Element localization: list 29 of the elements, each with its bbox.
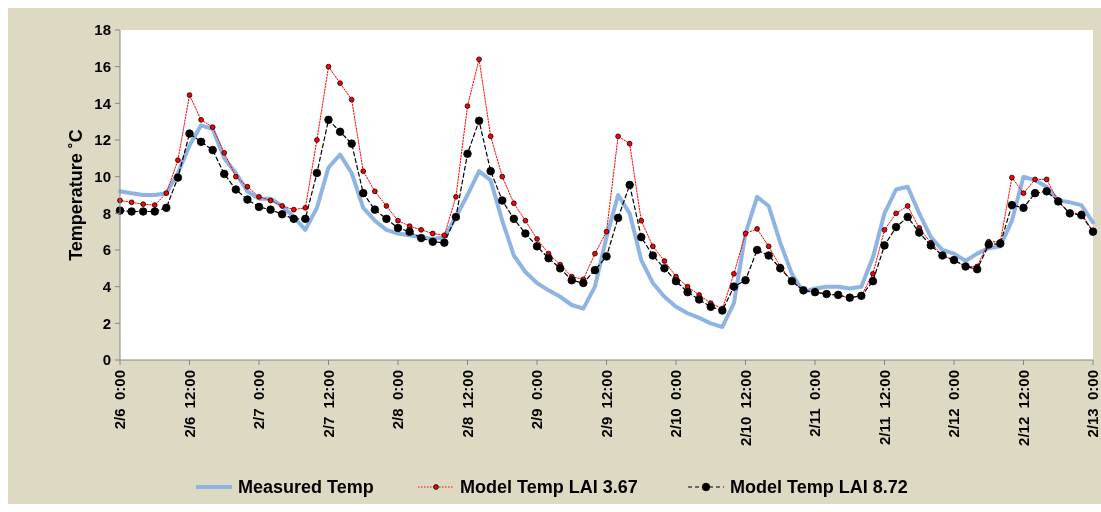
y-tick-label: 0 (102, 351, 111, 369)
x-tick-label: 2/6 12:00 (180, 370, 198, 438)
y-tick-label: 12 (94, 131, 111, 149)
x-tick-label: 2/7 12:00 (319, 370, 337, 438)
legend-label: Measured Temp (238, 477, 374, 498)
y-tick-label: 10 (94, 167, 111, 185)
legend-label: Model Temp LAI 3.67 (460, 477, 638, 498)
x-tick-label: 2/11 0:00 (806, 370, 823, 437)
y-tick-label: 6 (102, 241, 111, 259)
y-tick-label: 14 (94, 94, 112, 112)
x-tick-label: 2/8 12:00 (458, 370, 476, 438)
y-tick-label: 2 (102, 314, 111, 332)
legend-label: Model Temp LAI 8.72 (730, 477, 908, 498)
y-tick-label: 8 (102, 204, 111, 222)
y-tick-label: 4 (102, 277, 112, 295)
x-tick-label: 2/9 0:00 (528, 370, 545, 430)
y-axis-title: Temperature ˚C (66, 129, 86, 261)
x-tick-label: 2/12 0:00 (945, 370, 962, 438)
x-tick-label: 2/10 0:00 (667, 370, 684, 438)
x-tick-label: 2/8 0:00 (389, 370, 406, 430)
x-tick-label: 2/12 12:00 (1014, 370, 1032, 446)
y-tick-label: 16 (94, 57, 111, 75)
x-tick-label: 2/7 0:00 (250, 370, 267, 430)
x-tick-label: 2/9 12:00 (597, 370, 615, 438)
x-tick-label: 2/13 0:00 (1084, 370, 1101, 438)
x-tick-label: 2/6 0:00 (111, 370, 128, 430)
x-tick-label: 2/10 12:00 (736, 370, 754, 446)
y-tick-label: 18 (94, 21, 111, 39)
x-tick-label: 2/11 12:00 (875, 370, 893, 446)
